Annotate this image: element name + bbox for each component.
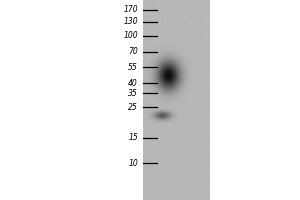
Text: 70: 70 xyxy=(128,47,138,56)
Text: 40: 40 xyxy=(128,78,138,88)
Text: 35: 35 xyxy=(128,88,138,98)
Text: 25: 25 xyxy=(128,102,138,112)
Text: 170: 170 xyxy=(123,5,138,15)
Text: 15: 15 xyxy=(128,134,138,142)
Text: 55: 55 xyxy=(128,62,138,72)
Text: 130: 130 xyxy=(123,18,138,26)
Text: 10: 10 xyxy=(128,158,138,168)
Text: 100: 100 xyxy=(123,31,138,40)
